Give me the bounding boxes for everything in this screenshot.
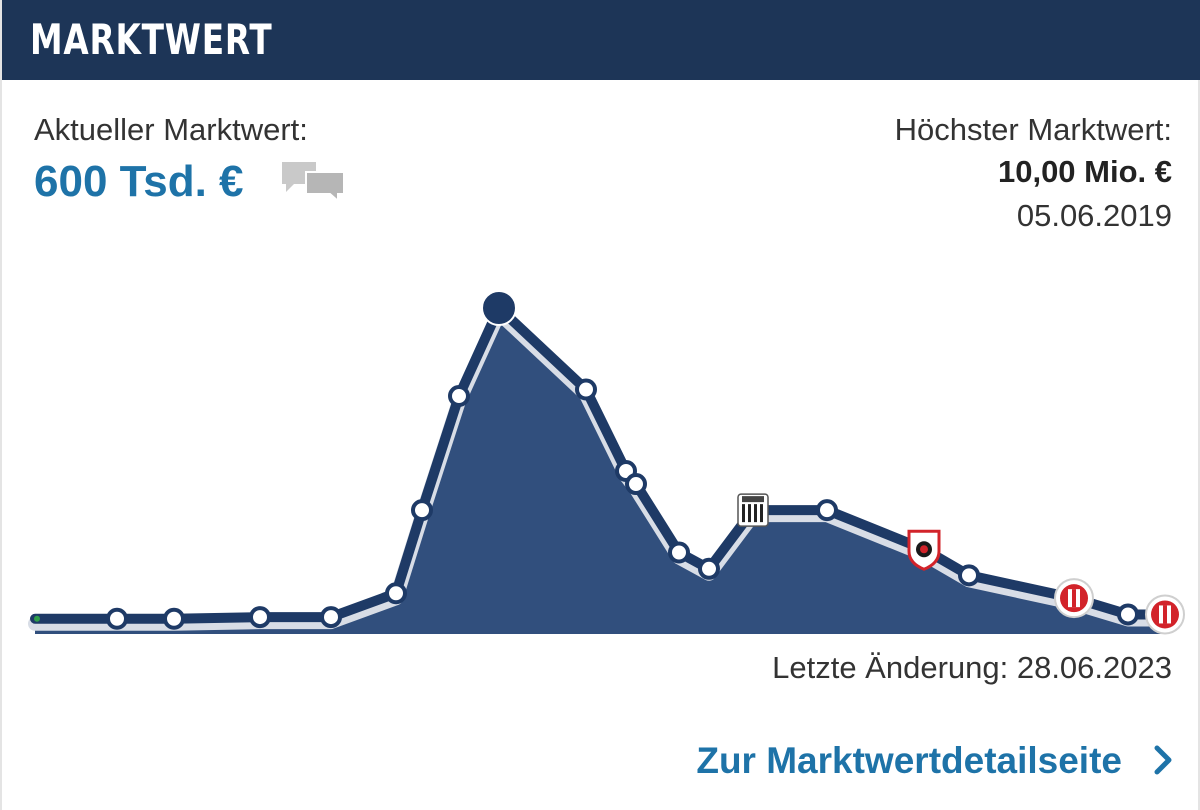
chart-point	[816, 499, 838, 522]
club-crest-black-white-icon	[737, 493, 769, 527]
chart-point	[958, 564, 980, 587]
chart-point	[575, 378, 597, 401]
chart-point	[625, 473, 647, 496]
chart-point	[320, 606, 342, 629]
club-crest-red-round-icon	[1145, 594, 1185, 635]
highest-value-label: Höchster Marktwert:	[894, 112, 1172, 147]
chart-point	[249, 606, 271, 629]
chevron-right-icon[interactable]	[1152, 744, 1176, 776]
chart-point	[1117, 603, 1139, 626]
last-change-date: Letzte Änderung: 28.06.2023	[772, 650, 1172, 685]
highest-value-date: 05.06.2019	[1016, 198, 1172, 233]
chart-area	[35, 308, 1165, 634]
market-value-detail-link[interactable]: Zur Marktwertdetailseite	[696, 740, 1122, 781]
highest-value: 10,00 Mio. €	[997, 154, 1172, 189]
chart-point	[668, 541, 690, 564]
current-value-label: Aktueller Marktwert:	[34, 112, 308, 147]
chart-point-start	[34, 615, 40, 622]
chart-point	[163, 607, 185, 630]
chart-point-layer	[34, 290, 1185, 635]
speech-bubbles-icon[interactable]	[280, 160, 346, 202]
current-value: 600 Tsd. €	[34, 157, 244, 206]
chart-point	[106, 607, 128, 630]
club-crest-red-round-icon	[1054, 578, 1094, 619]
chart-point	[411, 499, 433, 522]
card-header: MARKTWERT	[2, 0, 1200, 80]
club-crest-red-shield-icon	[907, 529, 941, 571]
chart-point	[385, 582, 407, 605]
card-title: MARKTWERT	[30, 15, 273, 64]
chart-area-layer	[35, 308, 1165, 634]
chart-point	[448, 385, 470, 408]
chart-point-peak	[481, 290, 517, 326]
chart-point	[698, 557, 720, 580]
